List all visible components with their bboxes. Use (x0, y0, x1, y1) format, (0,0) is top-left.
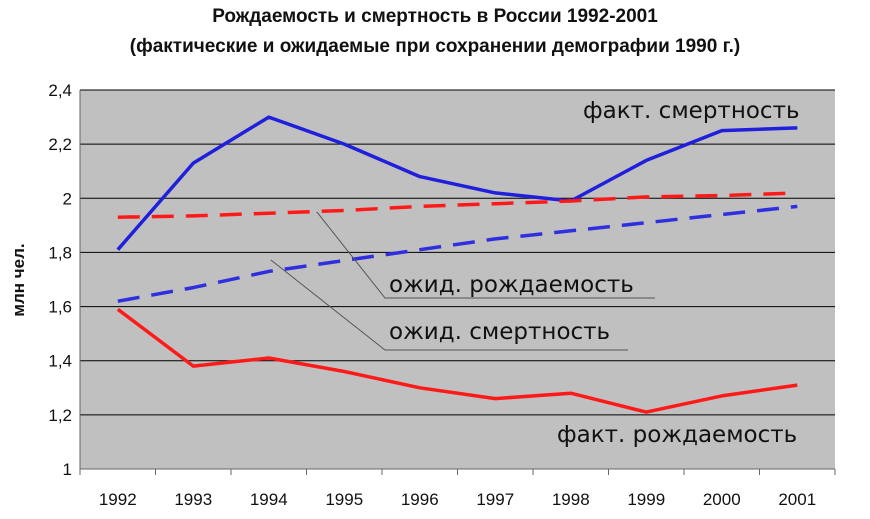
x-tick-label: 1998 (552, 490, 590, 509)
x-tick-label: 2000 (703, 490, 741, 509)
leader-expected-mortality (270, 259, 628, 351)
series-line-4 (116, 307, 798, 414)
x-tick-label: 1994 (250, 490, 288, 509)
x-tick-label: 1997 (476, 490, 514, 509)
y-tick-label: 1,2 (48, 406, 72, 425)
y-tick-label: 1,4 (48, 352, 72, 371)
annotation-expected-mortality: ожид. смертность (389, 319, 610, 345)
leader-expected-birth (316, 211, 655, 299)
annotation-fact-birth: факт. рождаемость (557, 422, 797, 448)
x-tick-label: 2001 (778, 490, 816, 509)
x-tick-label: 1992 (99, 490, 137, 509)
y-tick-label: 2,2 (48, 135, 72, 154)
y-tick-label: 2 (63, 189, 72, 208)
y-tick-label: 1,6 (48, 298, 72, 317)
x-tick-label: 1993 (174, 490, 212, 509)
annotation-fact-mortality: факт. смертность (583, 98, 800, 124)
x-tick-label: 1996 (401, 490, 439, 509)
series-line-2 (117, 191, 798, 219)
series-layer (116, 115, 798, 414)
chart-title: Рождаемость и смертность в России 1992-2… (212, 6, 658, 27)
y-axis-label: млн чел. (9, 243, 28, 316)
plot-area (80, 90, 835, 469)
annotation-leaders (270, 211, 655, 351)
x-tick-label: 1995 (325, 490, 363, 509)
y-tick-label: 2,4 (48, 81, 72, 100)
annotation-expected-birth: ожид. рождаемость (389, 272, 634, 298)
series-line-1 (116, 115, 798, 251)
chart-subtitle: (фактические и ожидаемые при сохранении … (129, 36, 741, 57)
series-line-3 (117, 204, 798, 303)
x-axis-ticks: 1992 1993 1994 1995 1996 1997 1998 1999 2000 2001 (79, 469, 836, 509)
y-tick-label: 1,8 (48, 243, 72, 262)
grid-lines (79, 89, 835, 470)
y-axis-ticks: 1 1,2 1,4 1,6 1,8 2 2,2 2,4 (48, 81, 72, 479)
x-tick-label: 1999 (627, 490, 665, 509)
y-tick-label: 1 (63, 460, 72, 479)
